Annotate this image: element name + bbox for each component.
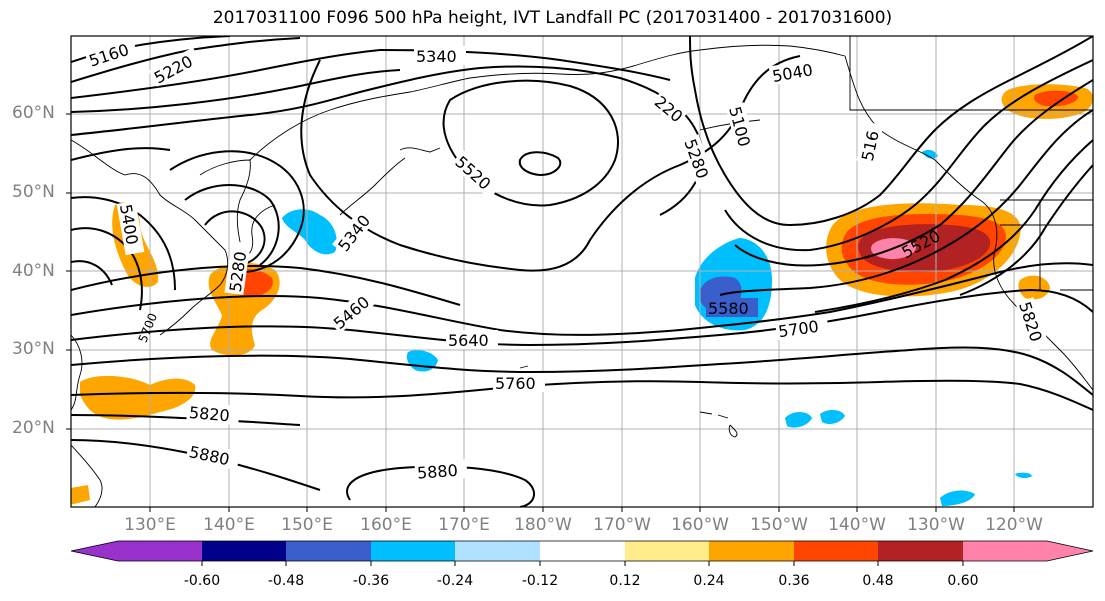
contour-label-5880-s: 5880 <box>416 461 458 483</box>
axis-ticks <box>66 113 1015 512</box>
contour-label-5880-w: 5880 <box>187 442 231 469</box>
colorbar-bin <box>878 541 963 561</box>
lon-label-120w: 120°W <box>985 515 1043 535</box>
map-title: 2017031100 F096 500 hPa height, IVT Land… <box>212 8 893 28</box>
colorbar-bin <box>963 541 1047 561</box>
colorbar <box>70 540 1094 566</box>
colorbar-bin <box>118 541 202 561</box>
colorbar-bin <box>709 541 794 561</box>
colorbar-tick-label: -0.12 <box>521 573 559 589</box>
colorbar-bin <box>202 541 286 561</box>
colorbar-bin <box>794 541 878 561</box>
ivt-positive-shading <box>71 84 1093 505</box>
colorbar-tick-label: 0.12 <box>609 573 641 589</box>
contour-label-5580: 5580 <box>708 299 749 318</box>
contour-label-5640: 5640 <box>448 331 489 350</box>
colorbar-extend-low <box>71 541 118 561</box>
contour-label-5820-w: 5820 <box>188 403 230 425</box>
lat-label-60n: 60°N <box>12 103 55 123</box>
lon-label-150e: 150°E <box>281 515 333 535</box>
colorbar-extend-high <box>1047 541 1093 561</box>
lat-label-40n: 40°N <box>12 261 55 281</box>
colorbar-tick-label: 0.36 <box>778 573 810 589</box>
colorbar-bin <box>455 541 540 561</box>
contour-label-5160-b: 516 <box>858 129 883 163</box>
lon-label-160w: 160°W <box>671 515 729 535</box>
lat-label-30n: 30°N <box>12 339 55 359</box>
colorbar-bin <box>371 541 455 561</box>
lat-label-20n: 20°N <box>12 418 55 438</box>
colorbar-tick-label: 0.48 <box>862 573 894 589</box>
colorbar-bin <box>286 541 371 561</box>
colorbar-tick-label: -0.24 <box>436 573 474 589</box>
lon-label-140w: 140°W <box>828 515 886 535</box>
contour-label-5340-top: 5340 <box>416 47 457 66</box>
contour-label-5760: 5760 <box>495 374 536 393</box>
lon-label-180w: 180°W <box>514 515 572 535</box>
lon-label-130e: 130°E <box>124 515 176 535</box>
map-plot-area: 5160 5220 5340 5040 220 5100 5280 516 55… <box>71 36 1093 507</box>
colorbar-tick-label: 0.60 <box>947 573 979 589</box>
contour-label-5820-e: 5820 <box>1015 299 1046 344</box>
colorbar-tick-label: -0.36 <box>352 573 390 589</box>
graticule <box>71 36 1093 507</box>
colorbar-tick-label: 0.24 <box>693 573 725 589</box>
contour-label-5280: 5280 <box>680 136 712 181</box>
colorbar-tick-label: -0.60 <box>183 573 221 589</box>
contour-label-5700: 5700 <box>777 317 820 341</box>
contour-label-5700-w: 5700 <box>136 311 160 345</box>
colorbar-bin <box>540 541 625 561</box>
lat-label-50n: 50°N <box>12 182 55 202</box>
colorbar-outline <box>70 540 1094 562</box>
contour-label-5100: 5100 <box>725 104 754 148</box>
colorbar-bin <box>625 541 709 561</box>
lon-label-150w: 150°W <box>750 515 808 535</box>
lon-label-170w: 170°W <box>593 515 651 535</box>
lon-label-140e: 140°E <box>203 515 255 535</box>
colorbar-tick-label: -0.48 <box>267 573 305 589</box>
lon-label-160e: 160°E <box>360 515 412 535</box>
lon-label-170e: 170°E <box>438 515 490 535</box>
lon-label-130w: 130°W <box>907 515 965 535</box>
